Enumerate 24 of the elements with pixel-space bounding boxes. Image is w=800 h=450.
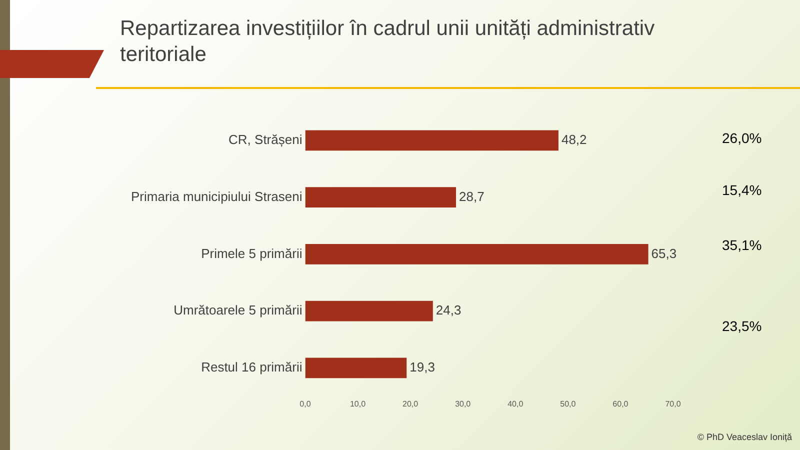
data-label: 65,3 xyxy=(651,246,677,261)
text: 15,4% xyxy=(722,182,762,198)
x-tick-label: 70,0 xyxy=(665,399,682,408)
data-label: 24,3 xyxy=(436,302,462,318)
text: 26,0% xyxy=(722,130,762,146)
data-label: 48,2 xyxy=(561,132,587,148)
x-tick-label: 20,0 xyxy=(402,399,419,408)
y-tick-label: Restul 16 primării xyxy=(201,360,302,375)
y-tick-label: CR, Strășeni xyxy=(228,132,302,148)
x-tick-label: 40,0 xyxy=(508,399,524,408)
text: 35,1% xyxy=(722,237,762,253)
chart-title: Repartizarea investițiilor în cadrul unii unități administrativ teritoriale xyxy=(120,16,656,68)
text: 23,5% xyxy=(722,318,762,334)
y-tick-label: Primaria municipiului Straseni xyxy=(130,188,302,204)
x-tick-label: 50,0 xyxy=(560,399,576,408)
x-tick-label: 60,0 xyxy=(612,399,629,408)
x-tick-label: 0,0 xyxy=(300,399,312,408)
x-tick-label: 30,0 xyxy=(455,399,472,408)
x-tick-label: 10,0 xyxy=(350,399,366,408)
text: © PhD Veaceslav Ioniță xyxy=(697,432,792,442)
y-tick-label: Primele 5 primării xyxy=(201,246,302,261)
y-tick-label: Umrătoarele 5 primării xyxy=(174,302,302,318)
data-label: 19,3 xyxy=(410,360,435,375)
data-label: 28,7 xyxy=(459,188,484,204)
